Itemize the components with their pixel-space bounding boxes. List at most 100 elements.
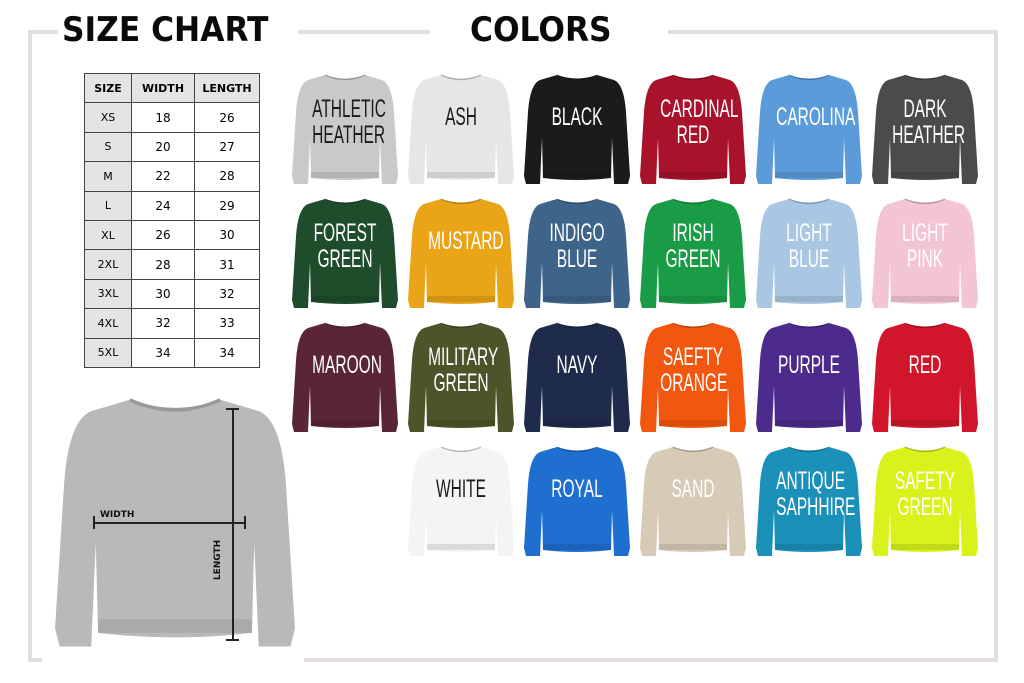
color-swatch[interactable]: CARDINAL RED [640,72,746,186]
color-swatch[interactable]: ROYAL [524,444,630,558]
size-chart-heading: SIZE CHART [62,10,269,50]
header-size: SIZE [84,72,132,104]
color-swatch[interactable]: INDIGO BLUE [524,196,630,310]
sweatshirt-image [408,322,514,432]
color-name-line: ROYAL [551,475,603,503]
color-name-line: INDIGO [549,219,605,247]
color-swatch[interactable]: CAROLINA [756,72,862,186]
length-cell: 31 [194,249,260,280]
color-name-line: GREEN [665,245,721,273]
sweatshirt-image [756,446,862,556]
frame-bottom-right [304,658,998,662]
sweatshirt-image [408,198,514,308]
sweatshirt-image [872,322,978,432]
sweatshirt-image [756,198,862,308]
color-name-line: FOREST [313,219,377,247]
color-name-line: SAPHHIRE [776,493,856,521]
color-name: WHITE [428,476,494,502]
color-name-line: SAFETY [894,467,956,495]
sweatshirt-image [292,198,398,308]
color-swatch[interactable]: MUSTARD [408,196,514,310]
color-name: LIGHT PINK [892,220,958,272]
color-swatch[interactable]: SAEFTY ORANGE [640,320,746,434]
width-tick-left [93,516,95,529]
color-swatch[interactable]: RED [872,320,978,434]
sweatshirt-image [872,446,978,556]
color-swatch[interactable]: MILITARY GREEN [408,320,514,434]
color-name-line: GREEN [897,493,953,521]
color-name-line: MILITARY [428,343,499,371]
color-name-line: GREEN [317,245,373,273]
color-name: INDIGO BLUE [544,220,610,272]
color-swatch[interactable]: ANTIQUE SAPHHIRE [756,444,862,558]
length-cell: 29 [194,190,260,221]
color-name-line: HEATHER [312,121,386,149]
size-row: 2XL 28 31 [84,249,260,280]
color-name: FOREST GREEN [312,220,378,272]
color-name-line: MUSTARD [428,227,504,255]
color-swatch[interactable]: ASH [408,72,514,186]
color-swatch[interactable]: LIGHT PINK [872,196,978,310]
length-cell: 34 [194,337,260,368]
size-row: XL 26 30 [84,219,260,251]
color-name: ASH [428,104,494,130]
color-name: ANTIQUE SAPHHIRE [776,468,856,521]
color-swatch[interactable]: WHITE [408,444,514,558]
color-name-line: ATHLETIC [312,95,386,123]
frame-top-left [28,30,58,34]
size-cell: XS [84,102,132,133]
length-label: LENGTH [213,539,224,581]
width-cell: 34 [131,337,195,368]
color-name-line: SAND [671,475,715,503]
sweatshirt-image [640,198,746,308]
size-row: 5XL 34 34 [84,337,260,368]
length-cell: 32 [194,278,260,310]
sweatshirt-image [640,446,746,556]
frame-left [28,30,32,662]
color-name-line: HEATHER [892,121,966,149]
color-swatch[interactable]: NAVY [524,320,630,434]
sweatshirt-image [640,74,746,184]
size-cell: S [84,131,132,163]
color-swatch[interactable]: PURPLE [756,320,862,434]
size-cell: L [84,190,132,221]
sweatshirt-image [872,74,978,184]
color-swatch[interactable]: DARK HEATHER [872,72,978,186]
length-tick-bottom [226,639,239,641]
frame-top-right [668,30,998,34]
color-swatch[interactable]: ATHLETIC HEATHER [292,72,398,186]
color-swatch[interactable]: LIGHT BLUE [756,196,862,310]
color-name-line: ASH [445,103,477,131]
color-name-line: IRISH [672,219,714,247]
color-swatch[interactable]: IRISH GREEN [640,196,746,310]
color-name-line: CARDINAL [660,95,739,123]
sweatshirt-image [756,74,862,184]
color-swatch[interactable]: SAND [640,444,746,558]
header-length: LENGTH [194,72,260,104]
color-swatch[interactable]: BLACK [524,72,630,186]
frame-top-middle [298,30,430,34]
length-cell: 27 [194,131,260,163]
color-name: MAROON [312,352,382,378]
length-tick-top [226,408,239,410]
frame-bottom-left [28,658,42,662]
size-row: L 24 29 [84,190,260,221]
color-name-line: DARK [903,95,947,123]
color-swatch[interactable]: SAFETY GREEN [872,444,978,558]
color-name-line: ORANGE [660,369,728,397]
color-swatch[interactable]: FOREST GREEN [292,196,398,310]
color-name: LIGHT BLUE [776,220,842,272]
length-line [232,408,234,640]
color-name: CAROLINA [776,104,855,130]
color-name: SAFETY GREEN [892,468,958,520]
size-cell: M [84,161,132,192]
color-name-line: BLACK [551,103,603,131]
color-name-line: RED [908,351,942,379]
color-name-line: PURPLE [777,351,841,379]
color-name: SAEFTY ORANGE [660,344,728,397]
color-name: MUSTARD [428,227,504,255]
color-swatch[interactable]: MAROON [292,320,398,434]
width-cell: 22 [131,161,195,192]
color-name: BLACK [544,104,610,130]
sweatshirt-image [524,446,630,556]
